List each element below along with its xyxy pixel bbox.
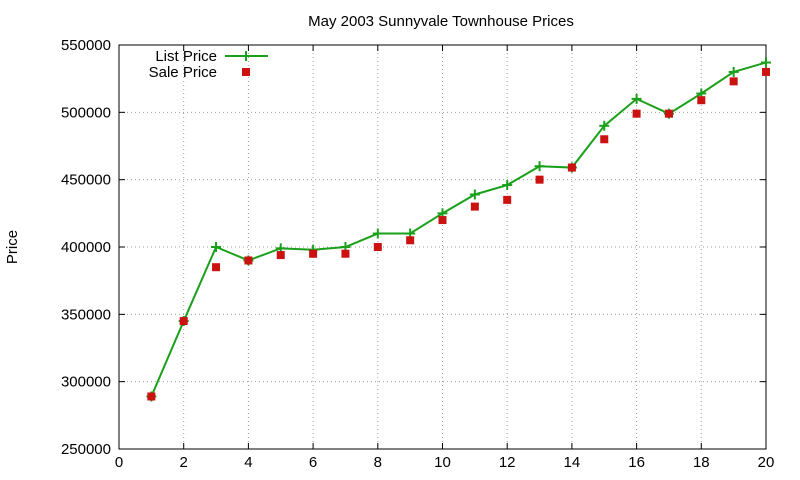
legend-item: List Price	[155, 48, 268, 65]
x-tick-label: 18	[693, 454, 710, 471]
x-tick-label: 20	[758, 454, 775, 471]
data-point	[212, 263, 221, 272]
data-point	[244, 256, 253, 265]
data-point	[406, 236, 415, 245]
data-point	[728, 66, 739, 77]
data-point	[276, 251, 285, 260]
y-tick-label: 350000	[61, 306, 111, 323]
x-tick-label: 12	[499, 454, 516, 471]
data-point	[309, 249, 318, 258]
x-tick-label: 4	[244, 454, 252, 471]
data-point	[599, 120, 610, 131]
data-point	[373, 243, 382, 251]
series-layer	[146, 57, 771, 402]
legend-label: List Price	[155, 48, 217, 65]
data-point	[470, 202, 479, 211]
chart-title: May 2003 Sunnyvale Townhouse Prices	[308, 13, 574, 30]
data-point	[438, 216, 447, 225]
y-tick-label: 550000	[61, 37, 111, 54]
data-point	[211, 242, 222, 252]
data-point	[762, 67, 770, 76]
x-tick-label: 0	[115, 454, 123, 471]
series-line	[150, 61, 767, 397]
x-tick-label: 2	[180, 454, 188, 471]
grid	[119, 45, 766, 449]
data-point	[600, 135, 609, 144]
data-point	[372, 228, 383, 239]
x-tick-label: 14	[564, 454, 581, 471]
legend-item: Sale Price	[149, 64, 250, 81]
legend-label: Sale Price	[149, 64, 217, 81]
x-tick-label: 16	[628, 454, 645, 471]
y-tick-label: 300000	[61, 374, 111, 391]
data-point	[502, 180, 513, 191]
y-tick-label: 400000	[61, 239, 111, 256]
x-tick-label: 10	[434, 454, 451, 471]
x-tick-label: 6	[309, 454, 317, 471]
data-point	[567, 163, 576, 172]
data-point	[503, 195, 512, 204]
data-point	[535, 175, 544, 184]
data-point	[179, 317, 188, 326]
data-point	[534, 161, 545, 172]
data-point	[697, 96, 706, 105]
y-tick-label: 450000	[61, 172, 111, 189]
data-point	[761, 57, 771, 68]
y-axis-label: Price	[4, 230, 21, 264]
series-list-price	[146, 57, 771, 402]
data-point	[469, 189, 480, 200]
data-point	[341, 249, 350, 258]
data-point	[632, 109, 641, 118]
data-point	[147, 392, 156, 401]
data-point	[729, 77, 738, 86]
y-tick-label: 250000	[61, 441, 111, 458]
data-point	[664, 109, 673, 118]
x-tick-label: 8	[374, 454, 382, 471]
axes: 0 2 4 6 8 10 12 14 16 18 20 250000 300000 350000 40000…	[61, 37, 774, 471]
data-point	[631, 93, 642, 104]
series-sale-price	[147, 67, 770, 401]
y-tick-label: 500000	[61, 104, 111, 121]
legend-marker	[242, 68, 250, 76]
